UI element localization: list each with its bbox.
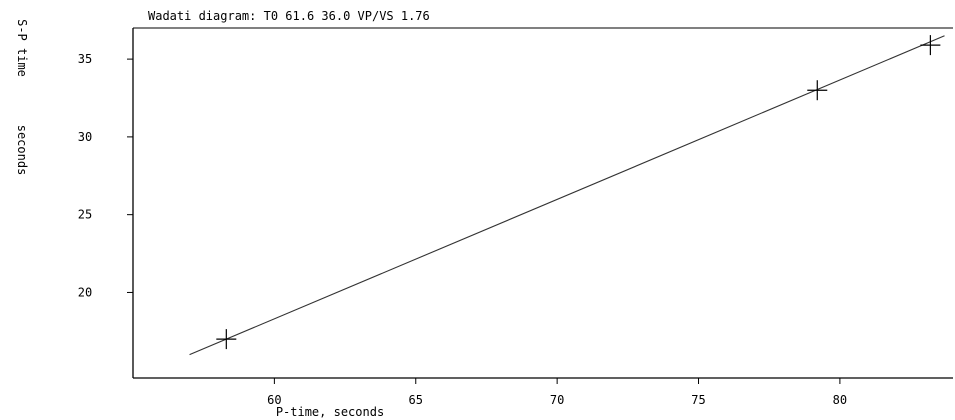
y-tick-label: 35 [78, 52, 92, 66]
y-tick-label: 20 [78, 285, 92, 299]
x-tick-label: 70 [550, 393, 564, 407]
x-tick-label: 65 [409, 393, 423, 407]
axis-ticks: 60 65 70 75 80 20 25 30 35 [78, 52, 847, 407]
fit-line-group [189, 35, 945, 356]
x-tick-label: 75 [691, 393, 705, 407]
y-axis-label-line-2: seconds [15, 125, 29, 176]
y-axis-label: S-P time seconds [15, 19, 29, 175]
data-point [216, 329, 237, 350]
y-tick-label: 25 [78, 208, 92, 222]
x-tick-label: 60 [267, 393, 281, 407]
chart-title: Wadati diagram: T0 61.6 36.0 VP/VS 1.76 [148, 9, 430, 23]
y-tick-label: 30 [78, 130, 92, 144]
fit-line [189, 35, 945, 356]
y-axis-label-line-1: S-P time [15, 19, 29, 77]
x-tick-label: 80 [833, 393, 847, 407]
data-point [920, 35, 941, 56]
data-point [807, 80, 828, 101]
x-axis-label: P-time, seconds [276, 405, 384, 419]
data-points [216, 35, 941, 350]
